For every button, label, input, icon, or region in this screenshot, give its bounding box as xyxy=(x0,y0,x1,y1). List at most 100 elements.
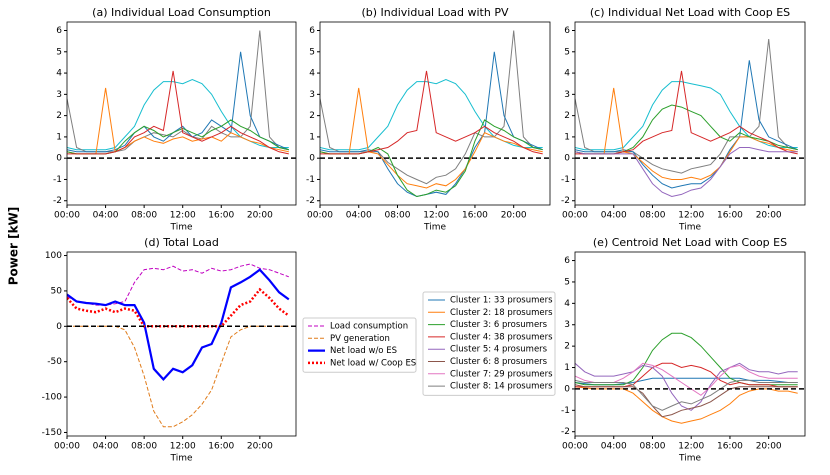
x-tick-label: 08:00 xyxy=(131,211,157,221)
plot-area xyxy=(67,263,290,428)
plot-frame xyxy=(66,21,297,206)
series-line xyxy=(575,38,798,174)
plot-area xyxy=(575,38,798,198)
panel-title: (c) Individual Net Load with Coop ES xyxy=(590,6,790,19)
x-tick-label: 20:00 xyxy=(756,211,782,221)
x-tick-label: 08:00 xyxy=(640,442,666,452)
x-tick-label: 20:00 xyxy=(501,211,527,221)
x-tick-label: 04:00 xyxy=(601,442,627,452)
series-line xyxy=(575,362,798,396)
x-tick-label: 00:00 xyxy=(307,211,333,221)
series-line xyxy=(67,263,289,306)
y-tick-label: 0 xyxy=(56,322,62,332)
x-axis-label: Time xyxy=(169,454,192,464)
series-line xyxy=(575,386,798,424)
x-axis-label: Time xyxy=(678,223,701,233)
y-tick-label: -1 xyxy=(306,175,315,185)
series-line xyxy=(320,87,543,189)
y-tick-label: 4 xyxy=(564,299,570,309)
series-line xyxy=(320,30,543,185)
legend-label: Cluster 8: 14 prosumers xyxy=(450,382,553,392)
x-tick-label: 16:00 xyxy=(717,211,743,221)
legend-label: Cluster 2: 18 prosumers xyxy=(450,308,553,318)
y-tick-label: 50 xyxy=(51,286,63,296)
y-tick-label: 4 xyxy=(56,69,62,79)
y-tick-label: -1 xyxy=(53,175,62,185)
series-line xyxy=(575,377,798,386)
y-tick-label: -2 xyxy=(306,196,315,206)
legend-label: Net load w/o ES xyxy=(330,346,397,356)
series-line xyxy=(67,70,289,155)
y-tick-label: 2 xyxy=(56,111,62,121)
series-line xyxy=(575,147,798,198)
y-tick-label: 2 xyxy=(564,111,570,121)
series-line xyxy=(67,87,289,155)
y-tick-label: -2 xyxy=(53,196,62,206)
y-tick-label: -1 xyxy=(561,406,570,416)
plot-area xyxy=(320,30,543,198)
y-tick-label: 6 xyxy=(56,26,62,36)
x-tick-label: 00:00 xyxy=(54,211,80,221)
panel-title: (d) Total Load xyxy=(144,236,219,249)
x-tick-label: 20:00 xyxy=(247,442,273,452)
series-line xyxy=(67,287,290,328)
y-tick-label: 5 xyxy=(56,47,62,57)
legend-label: Cluster 7: 29 prosumers xyxy=(450,369,553,379)
y-tick-label: 5 xyxy=(309,47,315,57)
panel-title: (a) Individual Load Consumption xyxy=(92,6,271,19)
panel-title: (e) Centroid Net Load with Coop ES xyxy=(593,236,787,249)
x-tick-label: 08:00 xyxy=(385,211,411,221)
y-tick-label: -150 xyxy=(42,428,63,438)
plot-frame xyxy=(66,251,297,437)
x-tick-label: 20:00 xyxy=(756,442,782,452)
y-tick-label: -1 xyxy=(561,175,570,185)
plot-area xyxy=(575,332,798,424)
series-line xyxy=(575,70,798,155)
series-line xyxy=(320,70,543,155)
x-tick-label: 04:00 xyxy=(601,211,627,221)
y-tick-label: 5 xyxy=(564,47,570,57)
legend-label: Load consumption xyxy=(330,322,408,332)
y-tick-label: 6 xyxy=(564,26,570,36)
y-tick-label: 6 xyxy=(564,256,570,266)
y-tick-label: 5 xyxy=(564,277,570,287)
x-tick-label: 16:00 xyxy=(208,211,234,221)
x-tick-label: 08:00 xyxy=(131,442,157,452)
y-tick-label: 0 xyxy=(564,154,570,164)
series-line xyxy=(575,87,798,181)
legend-label: Cluster 3: 6 prosumers xyxy=(450,320,548,330)
y-tick-label: -2 xyxy=(561,427,570,437)
y-tick-label: 1 xyxy=(309,132,315,142)
y-tick-label: -100 xyxy=(42,393,63,403)
series-line xyxy=(575,362,798,411)
series-line xyxy=(320,51,543,198)
x-tick-label: 08:00 xyxy=(640,211,666,221)
y-tick-label: 3 xyxy=(309,90,315,100)
y-tick-label: 100 xyxy=(45,251,62,261)
x-tick-label: 00:00 xyxy=(562,211,588,221)
y-tick-label: 4 xyxy=(309,69,315,79)
x-tick-label: 04:00 xyxy=(93,211,119,221)
y-tick-label: 1 xyxy=(564,363,570,373)
legend-label: Cluster 1: 33 prosumers xyxy=(450,296,553,306)
legend-label: Cluster 4: 38 prosumers xyxy=(450,332,553,342)
y-tick-label: 6 xyxy=(309,26,315,36)
plot-area xyxy=(67,30,290,155)
y-axis-label: Power [kW] xyxy=(7,207,21,286)
series-line xyxy=(67,51,290,153)
y-tick-label: -50 xyxy=(47,357,62,367)
x-tick-label: 16:00 xyxy=(208,442,234,452)
x-tick-label: 04:00 xyxy=(346,211,372,221)
x-tick-label: 00:00 xyxy=(54,442,80,452)
series-line xyxy=(575,362,798,388)
x-tick-label: 12:00 xyxy=(170,442,196,452)
series-line xyxy=(575,384,798,418)
x-axis-label: Time xyxy=(423,223,446,233)
y-tick-label: 4 xyxy=(564,69,570,79)
y-tick-label: 0 xyxy=(56,154,62,164)
y-tick-label: 2 xyxy=(564,342,570,352)
x-tick-label: 16:00 xyxy=(717,442,743,452)
y-tick-label: 3 xyxy=(56,90,62,100)
x-axis-label: Time xyxy=(169,223,192,233)
